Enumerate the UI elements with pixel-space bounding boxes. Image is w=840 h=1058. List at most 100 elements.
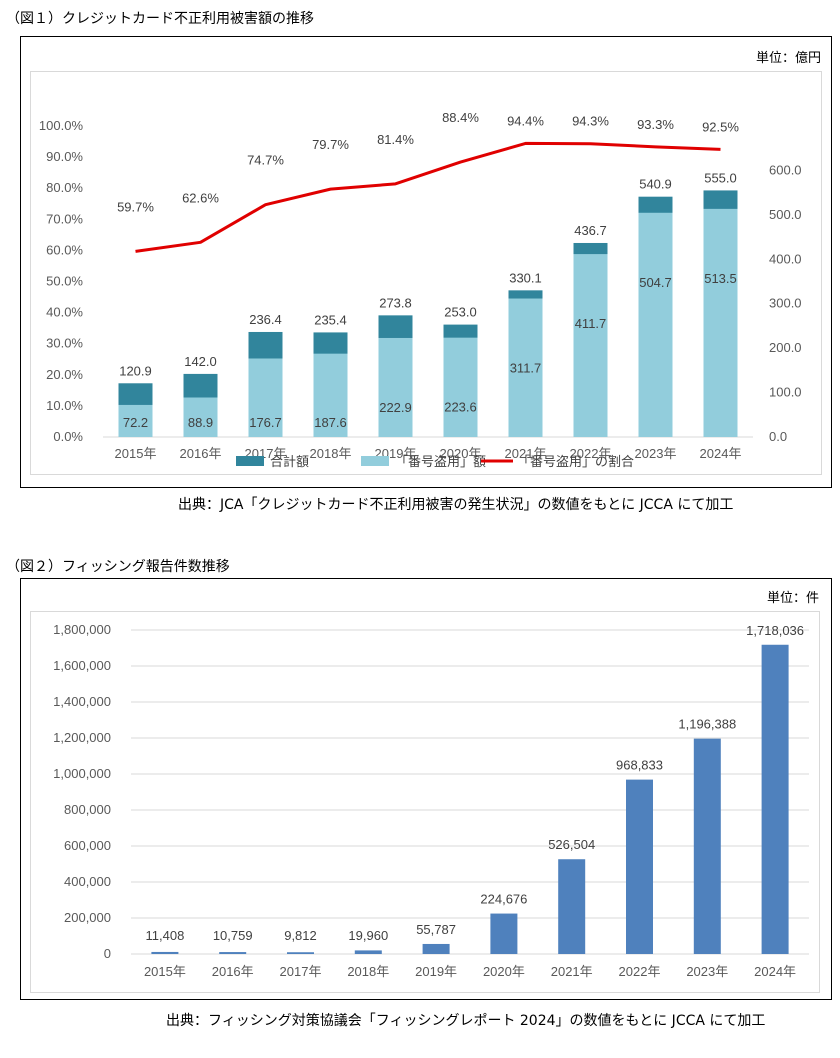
x-tick-label: 2015年 (144, 964, 186, 979)
ratio-label: 62.6% (182, 190, 219, 205)
x-tick-label: 2022年 (619, 964, 661, 979)
x-tick-label: 2016年 (212, 964, 254, 979)
y-tick-label: 800,000 (64, 802, 111, 817)
x-tick-label: 2024年 (700, 446, 742, 461)
right-axis-tick: 500.0 (769, 207, 802, 222)
x-tick-label: 2016年 (180, 446, 222, 461)
total-label: 330.1 (509, 270, 542, 285)
theft-bar (378, 337, 413, 437)
figure2-unit: 単位：件 (766, 591, 819, 606)
theft-label: 187.6 (314, 415, 347, 430)
total-label: 253.0 (444, 305, 477, 320)
total-label: 236.4 (249, 312, 282, 327)
legend-total-label: 合計額 (270, 454, 309, 469)
phishing-bar (219, 952, 247, 954)
total-label: 436.7 (574, 223, 607, 238)
phishing-bar (354, 950, 382, 954)
phishing-chart: 1,800,000 1,600,000 1,400,000 1,200,000 1,00… (53, 622, 809, 979)
phishing-bar (693, 738, 721, 954)
theft-label: 72.2 (123, 415, 148, 430)
theft-bar (248, 358, 283, 437)
value-label: 10,759 (213, 928, 253, 943)
ratio-label: 59.7% (117, 199, 154, 214)
phishing-bar (761, 644, 789, 954)
figure2-title: （図２）フィッシング報告件数推移 (6, 559, 230, 575)
x-tick-label: 2018年 (347, 964, 389, 979)
ratio-label: 94.4% (507, 113, 544, 128)
right-axis-tick: 0.0 (769, 429, 787, 444)
legend-theft-swatch (361, 456, 389, 466)
y-tick-label: 0 (104, 946, 111, 961)
ratio-label: 92.5% (702, 119, 739, 134)
theft-label: 504.7 (639, 275, 672, 290)
x-tick-label: 2022年 (570, 446, 612, 461)
total-label: 120.9 (119, 363, 152, 378)
x-tick-label: 2024年 (754, 964, 796, 979)
phishing-bar (626, 779, 653, 954)
figure2-plot-area: 1,800,000 1,600,000 1,400,000 1,200,000 1,00… (30, 611, 820, 993)
theft-bar (573, 254, 608, 437)
y-tick-label: 1,200,000 (53, 730, 111, 745)
value-label: 1,196,388 (678, 717, 736, 732)
y-tick-label: 1,800,000 (53, 622, 111, 637)
figure1-title: （図１）クレジットカード不正利用被害額の推移 (6, 11, 314, 27)
theft-label: 222.9 (379, 400, 412, 415)
left-axis-tick: 10.0% (46, 398, 83, 413)
theft-label: 176.7 (249, 415, 282, 430)
theft-label: 223.6 (444, 400, 477, 415)
figure1-frame: 単位：億円 100.0% 90.0% 80.0% 70.0% 60.0% 50.0% 40.… (20, 36, 832, 488)
ratio-label: 81.4% (377, 132, 414, 147)
x-tick-label: 2020年 (440, 446, 482, 461)
value-label: 9,812 (284, 928, 317, 943)
left-axis-tick: 40.0% (46, 305, 83, 320)
legend-theft-label: 「番号盗用」額 (395, 454, 486, 469)
theft-bar (183, 397, 218, 437)
total-label: 540.9 (639, 177, 672, 192)
theft-bar (443, 337, 478, 437)
left-axis-tick: 20.0% (46, 367, 83, 382)
left-axis-tick: 100.0% (39, 118, 84, 133)
legend-total-swatch (236, 456, 264, 466)
ratio-label: 74.7% (247, 153, 284, 168)
value-label: 1,718,036 (746, 623, 804, 638)
theft-label: 411.7 (575, 316, 607, 331)
figure1-plot-area: 100.0% 90.0% 80.0% 70.0% 60.0% 50.0% 40.0% 30.0… (30, 71, 822, 475)
phishing-bar (490, 913, 518, 954)
theft-label: 513.5 (704, 271, 737, 286)
left-axis-tick: 50.0% (46, 274, 83, 289)
y-tick-label: 1,600,000 (53, 658, 111, 673)
theft-bar (508, 298, 543, 437)
value-label: 55,787 (416, 922, 456, 937)
value-label: 11,408 (146, 928, 185, 943)
ratio-label: 94.3% (572, 114, 609, 129)
left-axis-tick: 30.0% (46, 336, 83, 351)
total-label: 273.8 (379, 295, 412, 310)
left-axis-tick: 70.0% (46, 211, 83, 226)
y-tick-label: 400,000 (64, 874, 111, 889)
total-label: 555.0 (704, 170, 737, 185)
ratio-label: 79.7% (312, 137, 349, 152)
theft-label: 311.7 (510, 361, 542, 376)
y-tick-label: 600,000 (64, 838, 111, 853)
theft-bar (313, 353, 348, 437)
left-axis-tick: 60.0% (46, 242, 83, 257)
value-label: 526,504 (548, 837, 595, 852)
theft-bar (703, 208, 738, 437)
right-axis-tick: 200.0 (769, 340, 802, 355)
y-tick-label: 1,400,000 (53, 694, 111, 709)
x-tick-label: 2023年 (635, 446, 677, 461)
left-axis-tick: 0.0% (53, 429, 83, 444)
left-axis-tick: 90.0% (46, 149, 83, 164)
theft-bar (118, 404, 153, 437)
theft-bar (638, 212, 673, 437)
x-tick-label: 2017年 (280, 964, 322, 979)
ratio-label: 88.4% (442, 110, 479, 125)
right-axis-tick: 100.0 (769, 385, 802, 400)
y-tick-label: 1,000,000 (53, 766, 111, 781)
figure2-frame: 単位：件 1,800,000 1,600,000 1,400,000 1,200,00… (20, 578, 832, 1000)
phishing-bar (558, 859, 586, 954)
figure1-source: 出典：JCA「クレジットカード不正利用被害の発生状況」の数値をもとに JCCA … (178, 497, 734, 513)
x-tick-label: 2021年 (505, 446, 547, 461)
theft-label: 88.9 (188, 415, 213, 430)
total-label: 142.0 (184, 354, 217, 369)
